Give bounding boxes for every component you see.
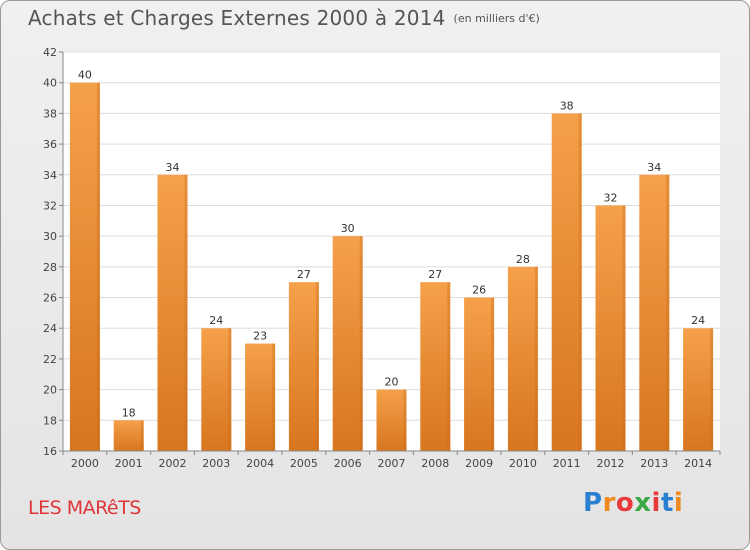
bar [683,328,714,451]
y-tick-label: 40 [43,77,57,90]
x-tick-label: 2008 [421,457,449,470]
data-label: 23 [253,330,267,343]
bar [201,328,232,451]
data-label: 40 [78,69,92,82]
y-tick-label: 38 [43,107,57,120]
y-tick-label: 36 [43,138,57,151]
data-label: 27 [297,268,311,281]
data-label: 24 [691,314,705,327]
bar [332,236,363,451]
data-label: 18 [122,406,136,419]
x-tick-label: 2011 [553,457,581,470]
x-tick-label: 2002 [159,457,187,470]
bar-shade [622,205,626,451]
bar-shade [578,113,582,451]
x-tick-label: 2012 [597,457,625,470]
x-tick-label: 2006 [334,457,362,470]
y-tick-label: 26 [43,292,57,305]
proxiti-logo: Proxiti [583,488,683,518]
data-label: 38 [560,99,574,112]
logo-letter: P [583,488,603,518]
data-label: 32 [604,191,618,204]
x-tick-label: 2007 [378,457,406,470]
x-tick-label: 2000 [71,457,99,470]
logo-letter: t [660,488,674,518]
logo-letter: x [634,488,652,518]
x-tick-label: 2003 [202,457,230,470]
y-tick-label: 16 [43,445,57,458]
logo-letter: i [673,488,684,518]
bar [69,82,100,451]
data-label: 27 [428,268,442,281]
data-labels-group: 40 18 34 24 23 27 30 20 27 26 28 38 32 34 24 [78,69,705,420]
bar [595,205,626,451]
data-label: 30 [341,222,355,235]
data-label: 34 [166,161,180,174]
bar-shade [491,297,495,451]
bar [113,420,144,451]
logo-letter: i [651,488,661,518]
bar [639,174,670,451]
bar [420,282,451,451]
x-tick-label: 2013 [640,457,668,470]
data-label: 24 [209,314,223,327]
x-tick-label: 2005 [290,457,318,470]
commune-name: LES MARêTS [28,497,141,519]
logo-letter: r [602,488,616,518]
bar-shade [140,420,144,451]
x-tick-label: 2010 [509,457,537,470]
y-axis-ticks: 16 18 20 22 24 26 28 30 32 34 36 38 40 42 [43,46,63,458]
bar [551,113,582,451]
bar [288,282,319,451]
y-tick-label: 42 [43,46,57,59]
bar-shade [272,343,276,451]
chart-title-text: Achats et Charges Externes 2000 à 2014 [28,6,446,30]
data-label: 26 [472,284,486,297]
bar [464,297,495,451]
x-tick-label: 2001 [115,457,143,470]
bar-shade [666,174,670,451]
x-tick-label: 2014 [684,457,712,470]
bar-shade [447,282,451,451]
y-tick-label: 34 [43,169,57,182]
logo-letter: o [615,488,635,518]
bars-group [69,82,714,451]
bar-shade [534,266,538,451]
chart-unit: (en milliers d'€) [453,12,540,25]
bar-shade [96,82,100,451]
x-tick-label: 2009 [465,457,493,470]
y-tick-label: 28 [43,261,57,274]
y-tick-label: 32 [43,199,57,212]
bar [507,266,538,451]
data-label: 28 [516,253,530,266]
chart-title: Achats et Charges Externes 2000 à 2014 (e… [28,6,540,30]
bar-shade [710,328,714,451]
y-tick-label: 24 [43,322,57,335]
data-label: 34 [647,161,661,174]
bar [245,343,276,451]
y-tick-label: 18 [43,414,57,427]
bar [376,389,407,451]
y-tick-label: 30 [43,230,57,243]
y-tick-label: 20 [43,384,57,397]
bar [157,174,188,451]
data-label: 20 [385,376,399,389]
bar-shade [315,282,319,451]
x-tick-label: 2004 [246,457,274,470]
bar-shade [403,389,407,451]
bar-shade [228,328,232,451]
bar-shade [184,174,188,451]
y-tick-label: 22 [43,353,57,366]
bar-shade [359,236,363,451]
x-axis-ticks: 2000 2001 2002 2003 2004 2005 2006 2007 2008 2009… [62,451,721,470]
